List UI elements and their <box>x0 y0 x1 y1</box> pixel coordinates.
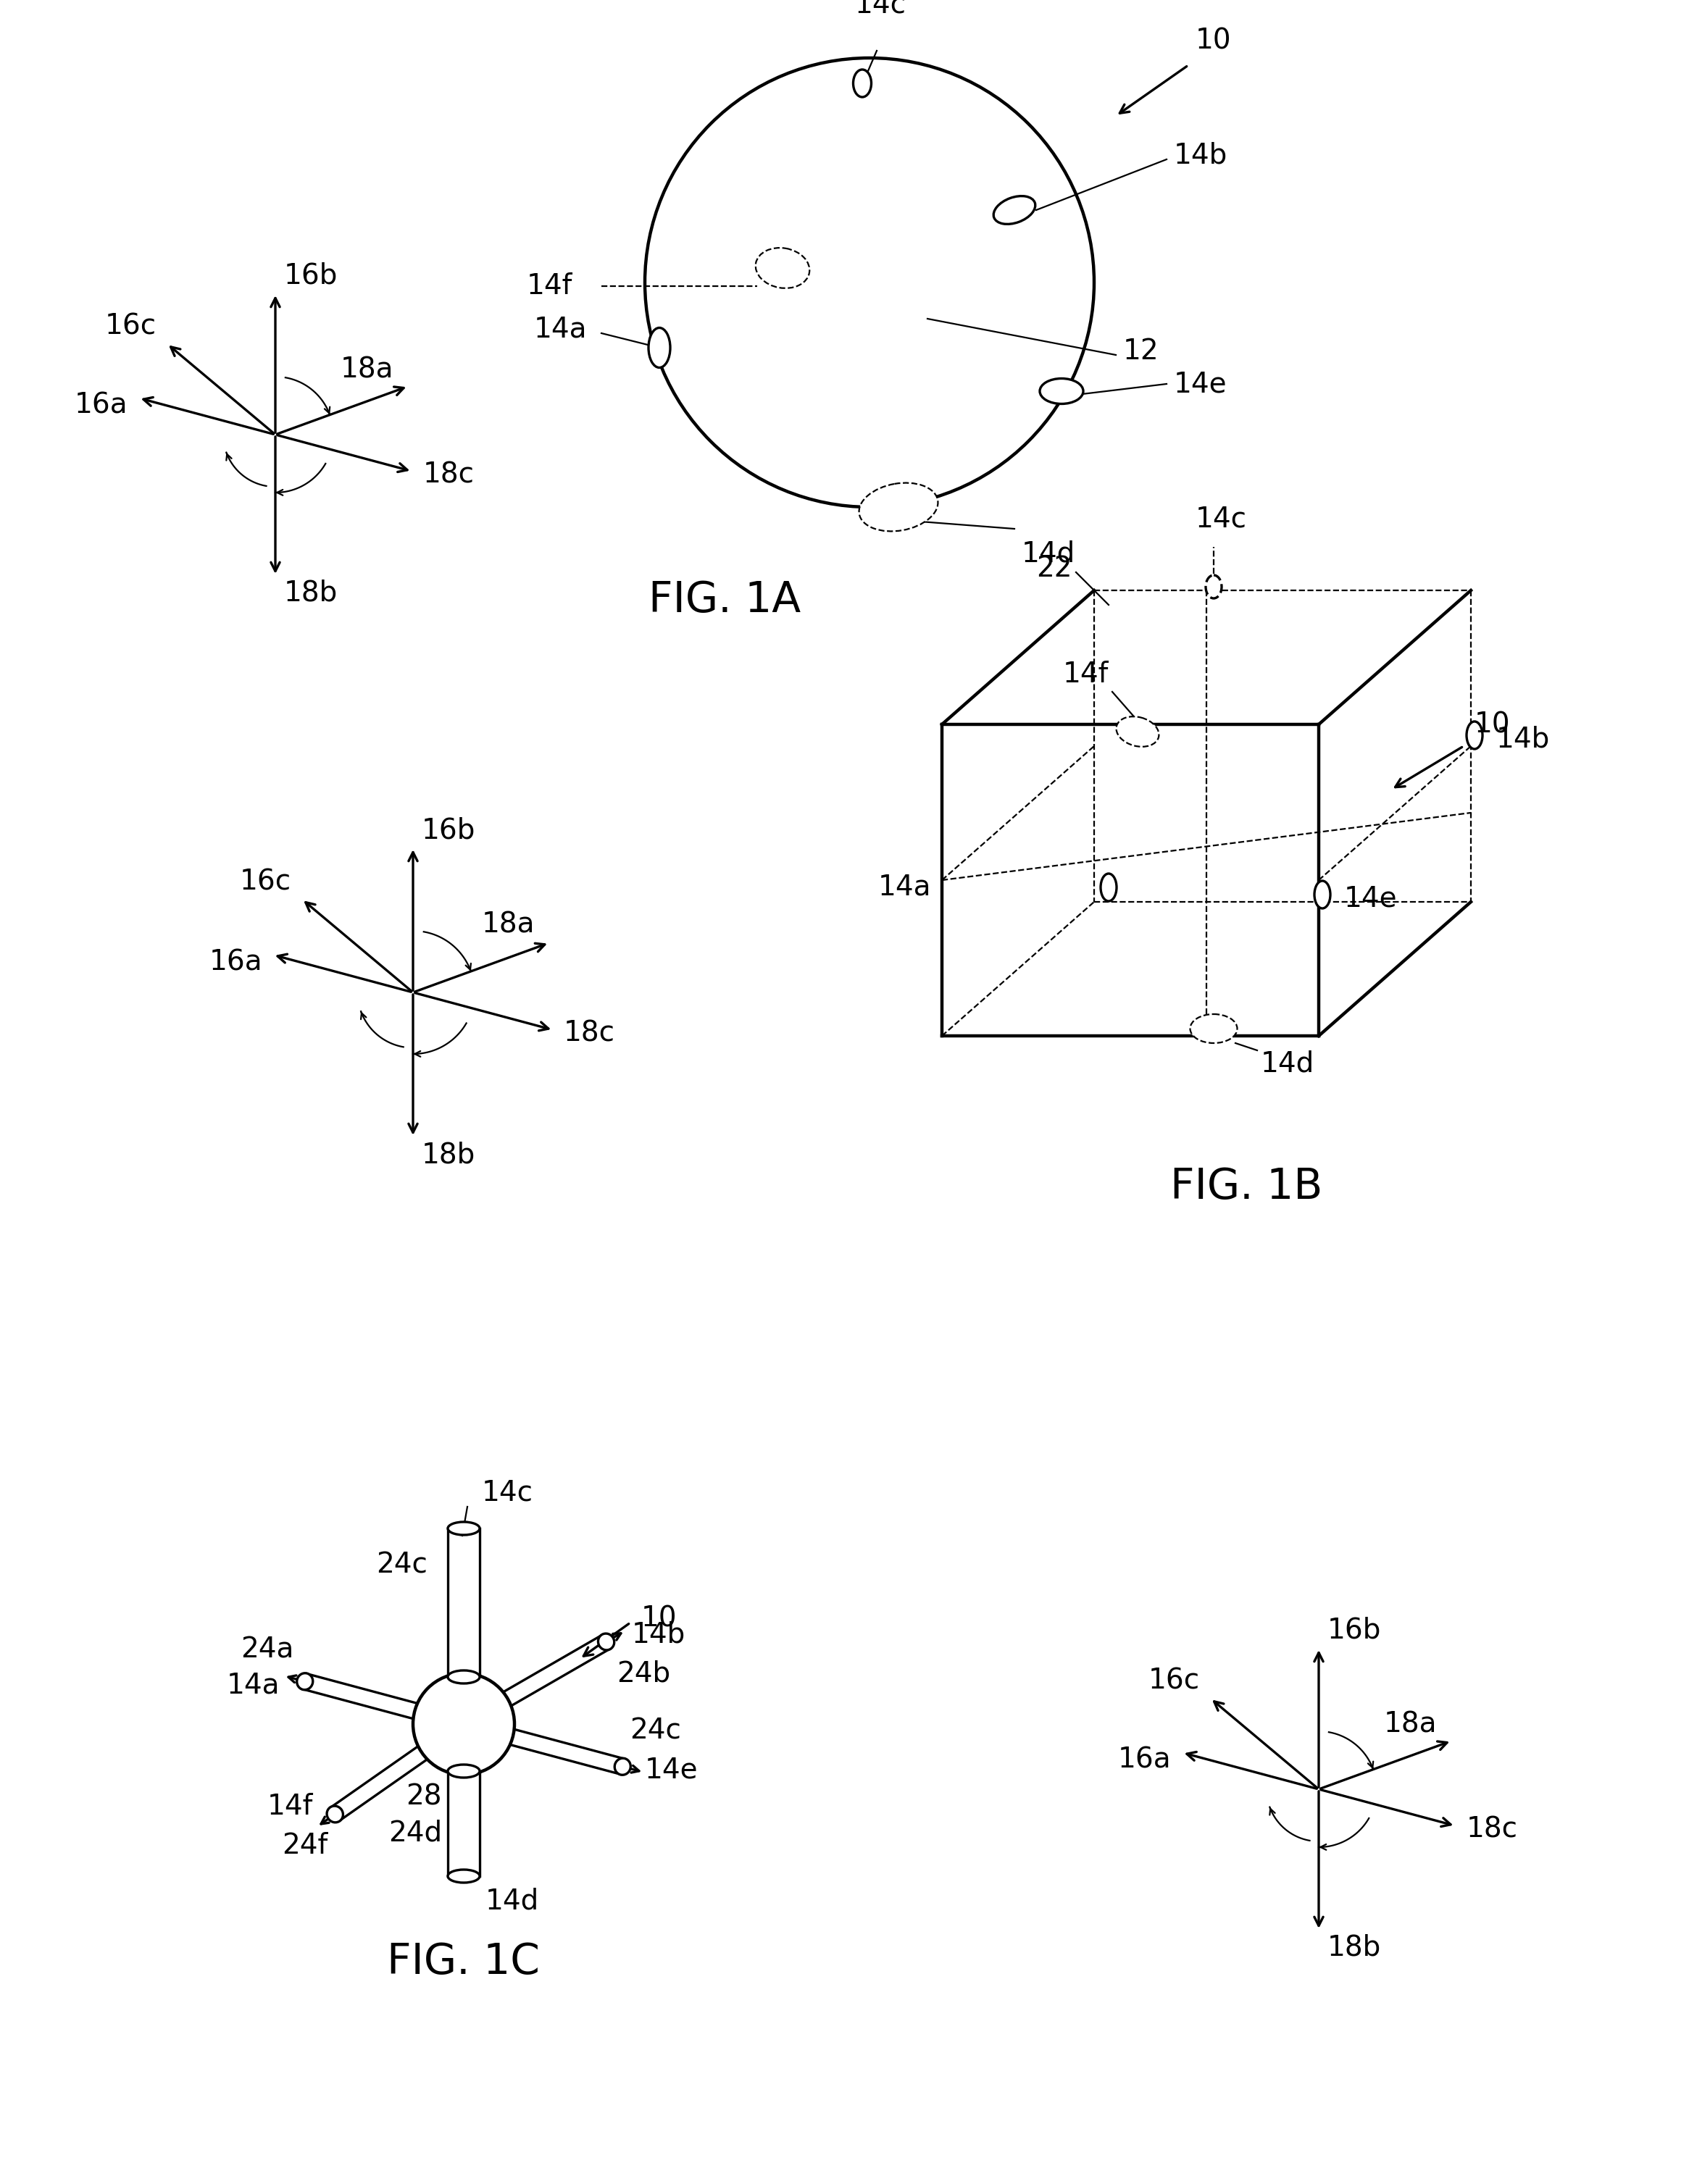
Text: 14a: 14a <box>226 1671 279 1699</box>
Polygon shape <box>302 1673 422 1721</box>
Ellipse shape <box>993 197 1035 225</box>
Polygon shape <box>498 1636 610 1708</box>
Text: 24b: 24b <box>616 1660 671 1688</box>
Text: 16a: 16a <box>1118 1747 1172 1773</box>
Text: 18c: 18c <box>422 461 475 489</box>
Text: 16c: 16c <box>105 312 157 341</box>
Ellipse shape <box>1206 574 1221 598</box>
Text: 14e: 14e <box>1174 369 1228 397</box>
Text: 18a: 18a <box>481 911 535 939</box>
Text: 14c: 14c <box>481 1479 534 1507</box>
Text: 18b: 18b <box>1328 1935 1382 1961</box>
Ellipse shape <box>448 1671 480 1684</box>
Ellipse shape <box>328 1806 343 1821</box>
Text: 14a: 14a <box>878 874 931 902</box>
Text: 14a: 14a <box>534 317 586 343</box>
Ellipse shape <box>615 1758 630 1776</box>
Ellipse shape <box>297 1673 312 1690</box>
Text: 14b: 14b <box>632 1621 686 1649</box>
Text: 14b: 14b <box>1496 725 1551 753</box>
Text: 14d: 14d <box>1022 539 1076 568</box>
Polygon shape <box>505 1728 625 1773</box>
Text: 18b: 18b <box>284 579 338 607</box>
Text: 16c: 16c <box>240 867 291 895</box>
Text: 16a: 16a <box>209 948 262 976</box>
Text: 14f: 14f <box>527 273 573 299</box>
Text: 14c: 14c <box>855 0 905 17</box>
Text: 28: 28 <box>405 1782 443 1811</box>
Text: 10: 10 <box>1196 26 1231 55</box>
Ellipse shape <box>1191 1013 1238 1044</box>
Polygon shape <box>331 1743 431 1821</box>
Text: 14d: 14d <box>485 1887 539 1915</box>
Text: 16b: 16b <box>1328 1616 1382 1645</box>
Circle shape <box>414 1673 515 1776</box>
Text: FIG. 1A: FIG. 1A <box>649 579 801 620</box>
Text: 18a: 18a <box>1383 1710 1437 1738</box>
Text: 18c: 18c <box>1466 1815 1517 1843</box>
Ellipse shape <box>649 328 671 367</box>
Text: 24f: 24f <box>282 1832 328 1861</box>
Text: 14c: 14c <box>1196 505 1246 533</box>
Text: 16b: 16b <box>284 262 338 290</box>
Text: 10: 10 <box>642 1605 677 1634</box>
Ellipse shape <box>755 247 809 288</box>
Text: 14b: 14b <box>1174 142 1228 170</box>
Ellipse shape <box>860 483 937 531</box>
Ellipse shape <box>1101 874 1116 902</box>
Text: 18b: 18b <box>422 1140 476 1168</box>
Text: 16a: 16a <box>74 391 128 419</box>
Text: 16c: 16c <box>1149 1666 1199 1695</box>
Text: 18a: 18a <box>341 356 394 384</box>
Text: 24a: 24a <box>242 1636 294 1664</box>
Ellipse shape <box>448 1870 480 1883</box>
Ellipse shape <box>598 1634 615 1651</box>
Text: FIG. 1B: FIG. 1B <box>1170 1166 1322 1208</box>
Ellipse shape <box>448 1765 480 1778</box>
Ellipse shape <box>448 1522 480 1535</box>
Ellipse shape <box>1116 716 1159 747</box>
Text: 14d: 14d <box>1260 1051 1314 1079</box>
Text: 10: 10 <box>1474 712 1510 738</box>
Ellipse shape <box>853 70 872 96</box>
Text: 14e: 14e <box>644 1756 698 1784</box>
Text: 14e: 14e <box>1344 885 1397 913</box>
Ellipse shape <box>1314 880 1331 909</box>
Text: 24c: 24c <box>377 1551 427 1579</box>
Text: 22: 22 <box>1037 555 1073 583</box>
Text: 14f: 14f <box>1062 660 1108 688</box>
Text: 24d: 24d <box>388 1819 443 1845</box>
Text: 14f: 14f <box>267 1793 312 1821</box>
Text: 16b: 16b <box>422 817 476 843</box>
Ellipse shape <box>1466 721 1483 749</box>
Text: 18c: 18c <box>564 1020 615 1048</box>
Ellipse shape <box>1040 378 1083 404</box>
Text: 24c: 24c <box>630 1717 681 1745</box>
Text: 12: 12 <box>1123 339 1159 365</box>
Text: FIG. 1C: FIG. 1C <box>387 1942 540 1983</box>
